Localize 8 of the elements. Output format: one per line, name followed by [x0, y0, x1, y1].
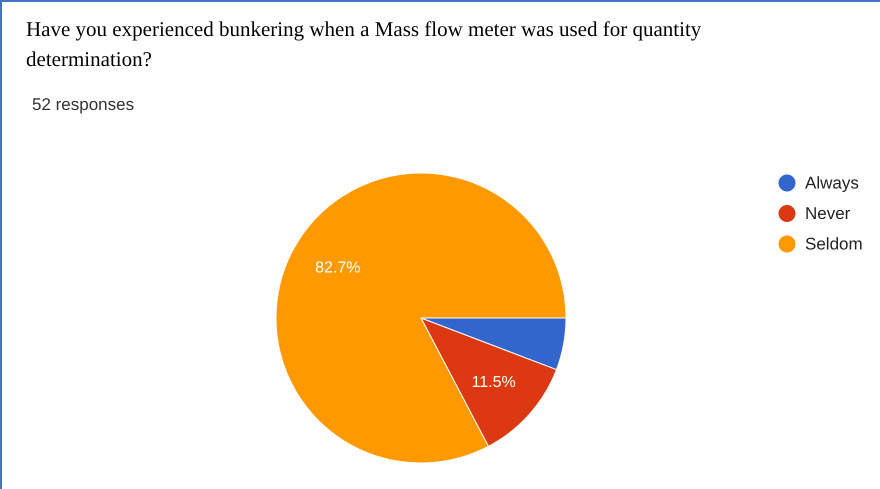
text: 52 responses — [32, 95, 134, 114]
chart-title: Have you experienced bunkering when a Mass flow meter was used for quantity determination? — [26, 17, 702, 71]
legend-label: Never — [805, 204, 851, 223]
legend-label: Seldom — [805, 234, 863, 254]
data-label: 11.5% — [472, 374, 516, 391]
data-label: 82.7% — [315, 259, 361, 276]
pie-slice — [276, 172, 566, 464]
legend-label: Always — [805, 174, 859, 192]
